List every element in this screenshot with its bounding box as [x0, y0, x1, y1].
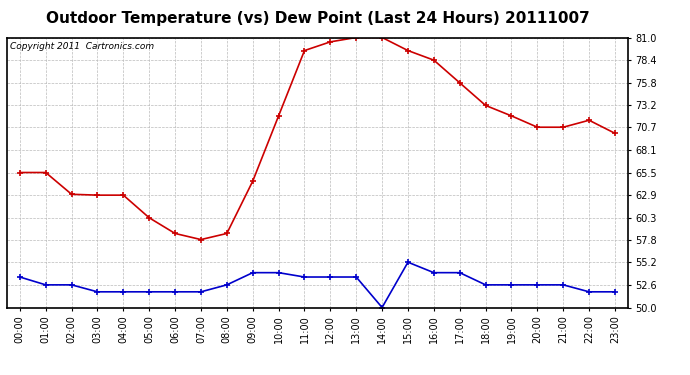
Text: Outdoor Temperature (vs) Dew Point (Last 24 Hours) 20111007: Outdoor Temperature (vs) Dew Point (Last… [46, 11, 589, 26]
Text: Copyright 2011  Cartronics.com: Copyright 2011 Cartronics.com [10, 42, 154, 51]
